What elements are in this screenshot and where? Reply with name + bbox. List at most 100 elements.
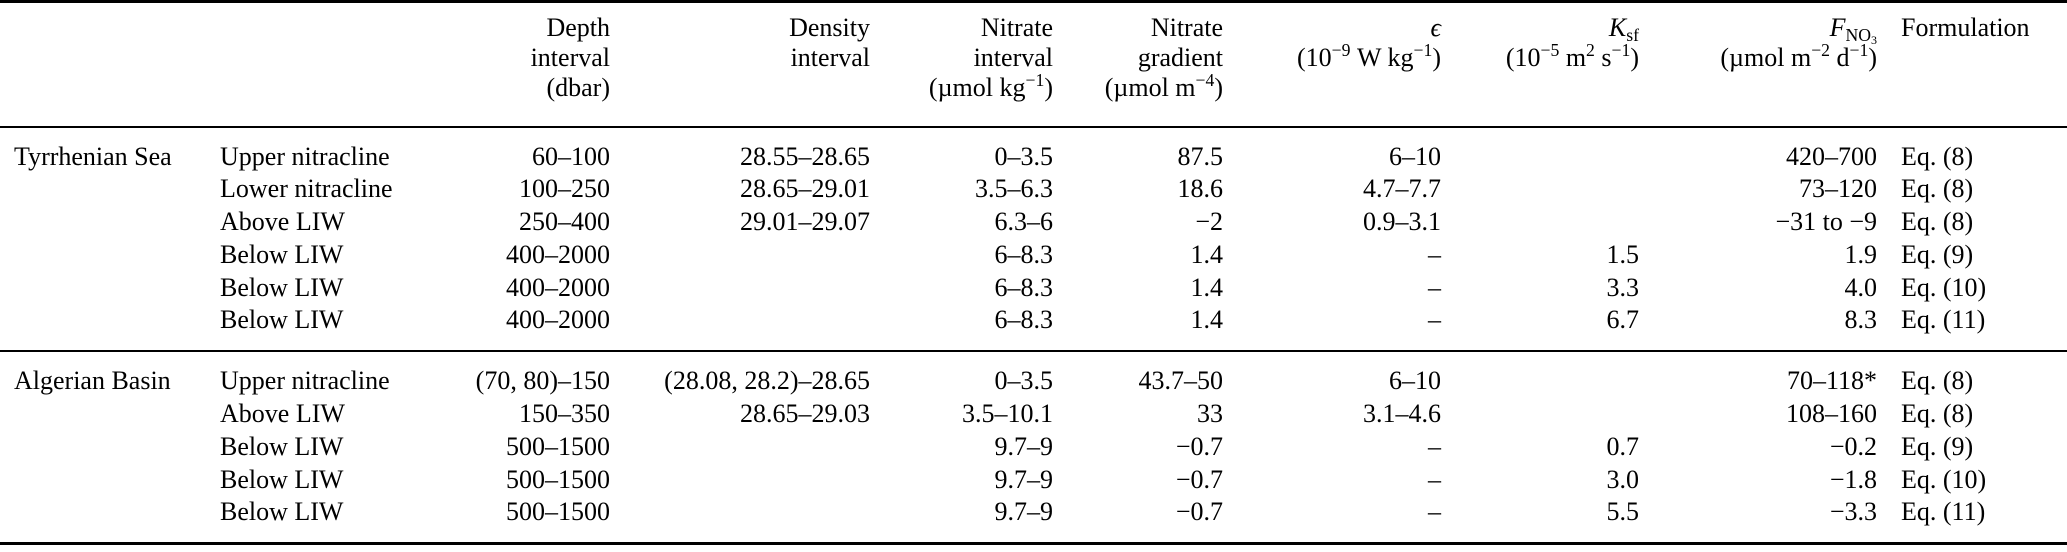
header-row: Depth interval (dbar) Density interval Nitrat… (0, 2, 2067, 127)
cell-formulation: Eq. (9) (1901, 431, 1974, 461)
cell-ksf: 0.7 (1606, 431, 1640, 461)
region-label (0, 464, 220, 497)
cell-ksf (1441, 351, 1639, 398)
region-label (0, 206, 220, 239)
cell-ksf: 3.0 (1606, 464, 1640, 494)
table-row: Lower nitracline 100–250 28.65–29.01 3.5–6.… (0, 173, 2067, 206)
cell-epsilon: – (1428, 497, 1441, 527)
cell-epsilon: 4.7–7.7 (1363, 174, 1441, 204)
cell-depth: 60–100 (532, 141, 610, 171)
column-header-nitrate_gradient: Nitrate gradient (µmol m−4) (1104, 13, 1223, 102)
region-label (0, 239, 220, 272)
cell-nitrate_interval: 3.5–6.3 (975, 174, 1053, 204)
cell-epsilon: 3.1–4.6 (1363, 399, 1441, 429)
cell-fno3: 4.0 (1844, 272, 1878, 302)
region-label (0, 173, 220, 206)
cell-depth: 400–2000 (506, 239, 610, 269)
table-row: Below LIW 500–1500 9.7–9 −0.7 – 3.0 −1.8 Eq. (1… (0, 464, 2067, 497)
table-row: Algerian Basin Upper nitracline (70, 80)–1… (0, 351, 2067, 398)
cell-depth: 500–1500 (506, 464, 610, 494)
cell-depth: 250–400 (519, 207, 610, 237)
cell-density (610, 272, 870, 305)
cell-layer: Below LIW (220, 464, 344, 494)
cell-ksf: 1.5 (1606, 239, 1640, 269)
cell-nitrate_gradient: 1.4 (1190, 272, 1224, 302)
cell-nitrate_interval: 9.7–9 (994, 431, 1054, 461)
cell-nitrate_interval: 3.5–10.1 (962, 399, 1053, 429)
cell-nitrate_interval: 0–3.5 (994, 141, 1054, 171)
region-label: Algerian Basin (14, 366, 171, 396)
table-row: Below LIW 400–2000 6–8.3 1.4 – 1.5 1.9 Eq. (9) (0, 239, 2067, 272)
cell-epsilon: 6–10 (1389, 141, 1441, 171)
cell-nitrate_interval: 6–8.3 (994, 272, 1054, 302)
cell-fno3: 108–160 (1786, 399, 1877, 429)
cell-fno3: −0.2 (1829, 431, 1877, 461)
cell-fno3: 73–120 (1799, 174, 1877, 204)
cell-formulation: Eq. (10) (1901, 464, 1987, 494)
cell-layer: Lower nitracline (220, 174, 393, 204)
cell-formulation: Eq. (8) (1901, 399, 1974, 429)
table-row: Tyrrhenian Sea Upper nitracline 60–100 28.5… (0, 127, 2067, 174)
cell-depth: (70, 80)–150 (475, 366, 610, 396)
cell-formulation: Eq. (10) (1901, 272, 1987, 302)
cell-depth: 500–1500 (506, 497, 610, 527)
cell-density (610, 431, 870, 464)
cell-nitrate_gradient: 33 (1197, 399, 1223, 429)
cell-formulation: Eq. (8) (1901, 141, 1974, 171)
cell-layer: Below LIW (220, 431, 344, 461)
column-header-layer (220, 2, 462, 127)
cell-ksf (1441, 398, 1639, 431)
cell-ksf (1441, 173, 1639, 206)
cell-fno3: 1.9 (1844, 239, 1878, 269)
cell-density: 28.65–29.03 (740, 399, 870, 429)
table-row: Below LIW 500–1500 9.7–9 −0.7 – 5.5 −3.3 Eq. (1… (0, 496, 2067, 543)
cell-nitrate_gradient: −0.7 (1175, 431, 1223, 461)
cell-epsilon: – (1428, 272, 1441, 302)
cell-depth: 400–2000 (506, 272, 610, 302)
table-row: Above LIW 150–350 28.65–29.03 3.5–10.1 33 3.1… (0, 398, 2067, 431)
column-header-formulation: Formulation (1901, 13, 2030, 42)
cell-fno3: 70–118* (1786, 366, 1877, 396)
cell-epsilon: 6–10 (1389, 366, 1441, 396)
cell-layer: Upper nitracline (220, 366, 390, 396)
table-row: Above LIW 250–400 29.01–29.07 6.3–6 −2 0.9–3.… (0, 206, 2067, 239)
cell-layer: Upper nitracline (220, 141, 390, 171)
table-header: Depth interval (dbar) Density interval Nitrat… (0, 2, 2067, 127)
cell-formulation: Eq. (11) (1901, 497, 1986, 527)
table-row: Below LIW 400–2000 6–8.3 1.4 – 3.3 4.0 Eq. (10) (0, 272, 2067, 305)
cell-density (610, 464, 870, 497)
cell-epsilon: – (1428, 464, 1441, 494)
region-label (0, 304, 220, 351)
cell-ksf (1441, 206, 1639, 239)
cell-layer: Above LIW (220, 399, 345, 429)
cell-epsilon: – (1428, 305, 1441, 335)
cell-nitrate_gradient: −0.7 (1175, 464, 1223, 494)
cell-layer: Below LIW (220, 239, 344, 269)
cell-epsilon: 0.9–3.1 (1363, 207, 1441, 237)
cell-formulation: Eq. (11) (1901, 305, 1986, 335)
cell-ksf (1441, 127, 1639, 174)
column-header-depth: Depth interval (dbar) (530, 13, 610, 102)
cell-density: (28.08, 28.2)–28.65 (664, 366, 870, 396)
group-tyrrhenian-sea: Tyrrhenian Sea Upper nitracline 60–100 28.5… (0, 127, 2067, 352)
cell-ksf: 5.5 (1606, 497, 1640, 527)
cell-nitrate_gradient: −0.7 (1175, 497, 1223, 527)
cell-layer: Above LIW (220, 207, 345, 237)
cell-fno3: −1.8 (1829, 464, 1877, 494)
cell-layer: Below LIW (220, 497, 344, 527)
cell-depth: 150–350 (519, 399, 610, 429)
cell-ksf: 3.3 (1606, 272, 1640, 302)
region-label (0, 431, 220, 464)
column-header-ksf: Ksf (10−5 m2 s−1) (1505, 13, 1639, 72)
cell-fno3: −3.3 (1829, 497, 1877, 527)
column-header-density: Density interval (789, 13, 870, 72)
cell-density: 28.55–28.65 (740, 141, 870, 171)
region-label: Tyrrhenian Sea (14, 141, 172, 171)
cell-fno3: −31 to −9 (1775, 207, 1877, 237)
cell-nitrate_gradient: 87.5 (1177, 141, 1224, 171)
cell-nitrate_interval: 6–8.3 (994, 305, 1054, 335)
cell-depth: 500–1500 (506, 431, 610, 461)
cell-fno3: 420–700 (1786, 141, 1877, 171)
cell-nitrate_interval: 6.3–6 (994, 207, 1054, 237)
